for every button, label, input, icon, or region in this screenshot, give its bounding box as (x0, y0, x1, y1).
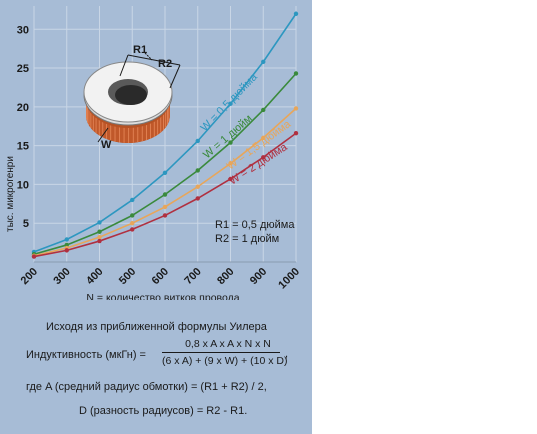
data-point (130, 227, 135, 232)
data-point (261, 135, 266, 141)
data-point (195, 168, 200, 173)
data-point (228, 140, 233, 145)
y-ticks: 5 10 15 20 25 30 (17, 24, 29, 230)
x-tick-label: 400 (84, 266, 105, 287)
formula-line-a: где A (средний радиус обмотки) = (R1 + R… (26, 381, 267, 393)
data-point (97, 220, 102, 225)
data-point (162, 170, 168, 175)
x-axis-label: N = количество витков провода (86, 292, 239, 300)
x-tick-label: 1000 (276, 266, 302, 292)
y-tick-label: 15 (17, 141, 29, 153)
data-point (64, 237, 69, 242)
data-point (97, 238, 102, 244)
y-tick-label: 25 (17, 63, 29, 75)
formula-line-d: D (разность радиусов) = R2 - R1. (79, 405, 248, 417)
data-point (195, 138, 200, 144)
data-point (31, 254, 37, 259)
data-point (293, 131, 299, 136)
coil-illustration: R1 R2 W (83, 44, 181, 151)
x-ticks: 200 300 400 500 600 700 800 900 1000 (19, 266, 302, 292)
formula-denominator: (6 x A) + (9 x W) + (10 x D) (162, 355, 288, 367)
y-axis-label: тыс. микрогенри (5, 156, 16, 232)
annotation-r1: R1 = 0,5 дюйма (215, 219, 295, 231)
y-tick-label: 30 (17, 24, 29, 36)
data-point (162, 204, 168, 210)
data-point (195, 184, 200, 189)
x-tick-label: 200 (19, 266, 40, 287)
x-tick-label: 600 (150, 266, 171, 287)
data-point (195, 196, 200, 201)
formula-intro: Исходя из приближенной формулы Уилера (46, 321, 267, 333)
data-point (293, 106, 299, 111)
formula-lhs: Индуктивность (мкГн) = (26, 349, 146, 361)
data-point (293, 11, 299, 16)
data-point (261, 59, 266, 65)
coil-label-r2: R2 (158, 58, 172, 70)
y-tick-label: 5 (23, 218, 29, 230)
data-point (64, 248, 69, 253)
inductance-chart: 5 10 15 20 25 30 200 300 400 500 600 700 800 900 1000… (5, 6, 302, 300)
data-point (228, 101, 233, 106)
data-point (130, 213, 135, 218)
y-tick-label: 20 (17, 102, 29, 114)
data-point (130, 197, 135, 203)
x-tick-label: 300 (51, 266, 72, 287)
annotation-r2: R2 = 1 дюйм (215, 233, 279, 245)
coil-label-r1: R1 (133, 44, 147, 56)
data-point (261, 107, 266, 113)
data-point (228, 176, 233, 182)
series-lines (31, 11, 299, 259)
data-point (97, 234, 102, 240)
data-point (228, 161, 233, 166)
data-point (162, 192, 168, 197)
coil-label-w: W (101, 139, 112, 151)
data-point (261, 155, 266, 160)
data-point (97, 229, 102, 234)
x-tick-label: 900 (248, 266, 269, 287)
formula-trailing-comma: , (285, 348, 289, 360)
data-point (64, 242, 69, 248)
formula-numerator: 0,8 x A x A x N x N (185, 338, 271, 350)
data-point (130, 221, 135, 226)
formula-fraction-bar (162, 352, 280, 353)
x-tick-label: 800 (215, 266, 236, 287)
x-tick-label: 500 (117, 266, 138, 287)
data-point (293, 71, 299, 76)
x-tick-label: 700 (182, 266, 203, 287)
data-point (162, 213, 168, 218)
y-tick-label: 10 (17, 179, 29, 191)
